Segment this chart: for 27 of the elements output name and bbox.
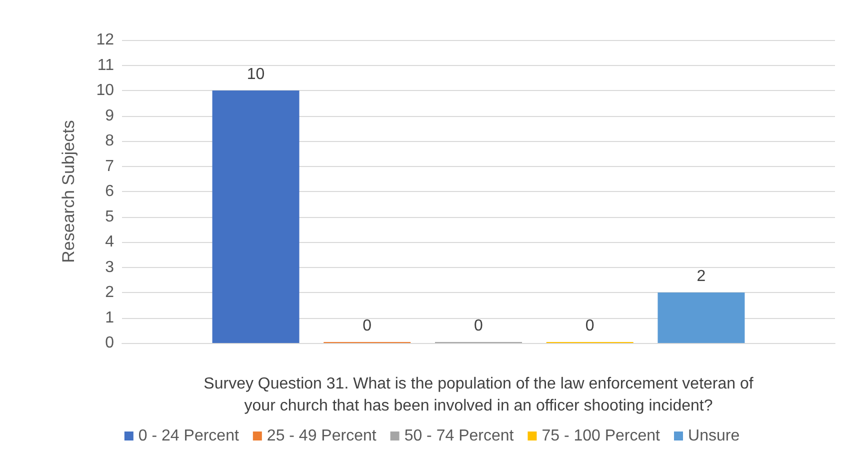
legend-label: 75 - 100 Percent <box>542 428 661 444</box>
y-tick-label: 4 <box>105 234 114 250</box>
y-tick-label: 6 <box>105 183 114 200</box>
x-axis-title: Survey Question 31. What is the population of the law enforcement veteran of your church that has been involved in an officer shooting incident? <box>204 376 754 414</box>
y-tick-label: 5 <box>105 208 114 226</box>
data-label: 0 <box>585 318 594 334</box>
y-tick-label: 12 <box>96 32 114 48</box>
legend-label: 50 - 74 Percent <box>404 428 514 444</box>
legend-label: Unsure <box>688 428 740 444</box>
bar <box>212 90 300 343</box>
legend-label: 0 - 24 Percent <box>138 428 240 444</box>
y-tick-label: 2 <box>105 284 114 301</box>
bar <box>658 292 745 343</box>
y-tick-label: 1 <box>105 309 114 326</box>
y-tick-label: 3 <box>105 258 114 276</box>
y-tick-label: 9 <box>105 107 114 124</box>
y-tick-label: 8 <box>105 132 114 150</box>
y-axis-title: Research Subjects <box>59 120 78 263</box>
y-tick-label: 11 <box>97 56 114 74</box>
data-label: 2 <box>696 268 706 285</box>
y-tick-label: 0 <box>105 334 114 352</box>
data-label: 0 <box>362 318 372 334</box>
data-label: 0 <box>474 318 484 334</box>
data-label: 10 <box>246 66 265 83</box>
y-tick-label: 10 <box>96 82 114 99</box>
y-tick-label: 7 <box>105 158 114 175</box>
legend-label: 25 - 49 Percent <box>266 428 377 444</box>
